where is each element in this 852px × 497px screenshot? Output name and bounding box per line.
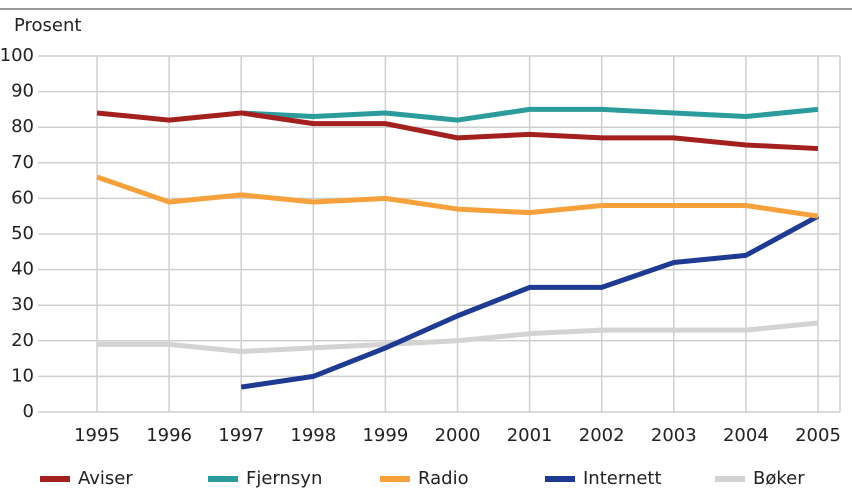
series-line (97, 320, 819, 354)
y-tick-label: 20 (11, 330, 34, 351)
y-tick-label: 50 (11, 223, 34, 244)
legend-label: Fjernsyn (246, 468, 322, 489)
y-tick-label: 60 (11, 187, 34, 208)
x-tick-label: 1999 (362, 425, 408, 446)
legend-label: Radio (418, 468, 469, 489)
y-tick-label: 10 (11, 365, 34, 386)
y-tick-label: 70 (11, 152, 34, 173)
y-axis-label: Prosent (14, 15, 81, 36)
y-tick-label: 90 (11, 81, 34, 102)
x-tick-label: 2002 (579, 425, 625, 446)
x-tick-label: 2003 (651, 425, 697, 446)
series-line (240, 214, 820, 390)
x-tick-label: 1997 (218, 425, 264, 446)
series-line (241, 106, 819, 123)
x-tick-label: 1998 (290, 425, 336, 446)
x-tick-label: 2005 (795, 425, 841, 446)
y-tick-label: 80 (11, 116, 34, 137)
series-line (96, 174, 819, 219)
y-tick-label: 0 (23, 401, 34, 422)
legend-label: Internett (583, 468, 662, 489)
legend-label: Bøker (753, 468, 805, 489)
legend-label: Aviser (78, 468, 133, 489)
x-tick-label: 1995 (74, 425, 120, 446)
x-tick-label: 2001 (507, 425, 553, 446)
y-tick-label: 30 (11, 294, 34, 315)
x-tick-label: 2000 (435, 425, 481, 446)
x-tick-label: 2004 (723, 425, 769, 446)
y-tick-label: 40 (11, 259, 34, 280)
series-line (96, 110, 819, 152)
y-tick-label: 100 (0, 45, 34, 66)
x-tick-label: 1996 (146, 425, 192, 446)
